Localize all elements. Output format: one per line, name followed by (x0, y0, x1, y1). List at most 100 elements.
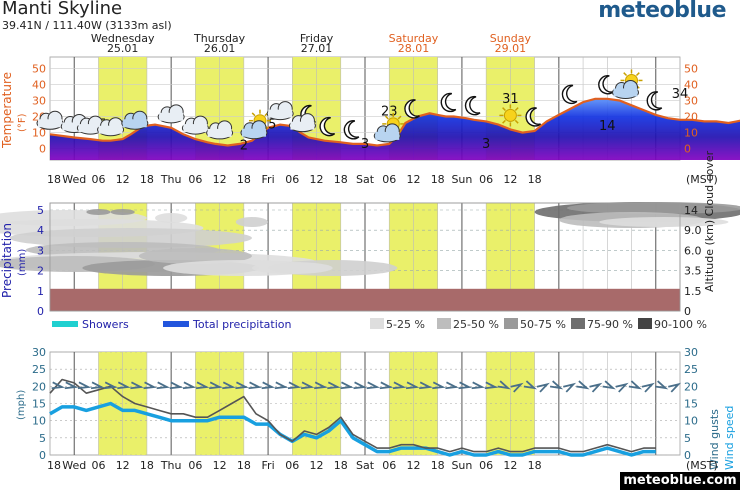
wind-direction-arrow (182, 381, 197, 390)
wind-direction-arrow (104, 381, 118, 390)
wind-direction-arrow (51, 381, 66, 390)
cloudy-moon-icon (288, 104, 316, 133)
cloud-cover-blob (235, 217, 269, 227)
wind-direction-arrow (510, 382, 524, 393)
sun-disc (503, 108, 517, 122)
day-date: 28.01 (398, 42, 430, 55)
wind-tick-left: 15 (32, 398, 46, 411)
sun-ray (384, 115, 389, 120)
temp-tick-left: 40 (32, 78, 46, 91)
cloud-legend-swatch (370, 318, 384, 329)
wind-direction-arrow (419, 381, 433, 390)
cloud-fill (613, 88, 638, 97)
wind-direction-arrow (405, 381, 420, 390)
cloud-legend-label: 50-75 % (520, 318, 566, 331)
cloud-cover-blob (9, 228, 252, 248)
wind-direction-arrow (300, 381, 315, 390)
cloud-axis-label: Altitude (km) Cloud cover (703, 150, 716, 292)
precip-legend-swatch (163, 321, 189, 327)
temp-axis-label: Temperature (0, 72, 14, 149)
temp-hour-label: 18 (47, 173, 61, 186)
moon-shape (464, 95, 481, 116)
cloud-legend-swatch (504, 318, 518, 329)
precip-tick-left: 1 (37, 285, 44, 298)
precip-band (50, 288, 680, 311)
wind-direction-arrow (77, 381, 92, 390)
cloud-tick-right: 14 (684, 204, 698, 217)
temperature-label: 14 (599, 119, 616, 134)
moon-shape (598, 75, 614, 95)
wind-unit-label: (MST) (686, 459, 718, 472)
wind-direction-arrow (379, 381, 394, 390)
wind-direction-arrow (64, 381, 79, 390)
wind-hour-label: 06 (188, 459, 202, 472)
precip-legend-swatch (52, 321, 78, 327)
temp-tick-right: 0 (684, 143, 691, 156)
cloud-fill (268, 109, 293, 118)
wind-hour-label: 18 (47, 459, 61, 472)
precip-tick-left: 2 (37, 265, 44, 278)
wind-tick-left: 5 (39, 432, 46, 445)
wind-tick-right: 10 (684, 415, 698, 428)
day-date: 26.01 (204, 42, 236, 55)
brand-logo[interactable]: meteoblue (598, 0, 726, 23)
temp-tick-right: 50 (684, 62, 698, 75)
moon-icon (343, 120, 360, 140)
temp-hour-label: 06 (479, 173, 493, 186)
cloudy-icon (157, 104, 185, 124)
wind-direction-arrow (445, 381, 459, 390)
wind-direction-arrow (340, 381, 354, 390)
wind-tick-right: 20 (684, 380, 698, 393)
wind-direction-arrow (261, 381, 276, 390)
moon-icon (561, 84, 578, 105)
wind-direction-arrow (471, 381, 486, 390)
wind-direction-arrow (432, 381, 446, 390)
temperature-label: 3 (361, 137, 369, 152)
cloud-legend-swatch (571, 318, 585, 329)
moon-shape (561, 84, 578, 105)
temp-hour-label: 12 (406, 173, 420, 186)
wind-gust-axis-label: Wind gusts (708, 409, 721, 470)
wind-direction-arrow (353, 381, 367, 390)
footer-brand[interactable]: meteoblue.com (620, 472, 740, 490)
temp-hour-label: Wed (62, 173, 86, 186)
temperature-label: 31 (502, 92, 519, 107)
temp-tick-right: 20 (684, 111, 698, 124)
wind-tick-right: 25 (684, 363, 698, 376)
cloud-legend-label: 25-50 % (453, 318, 499, 331)
wind-hour-label: 12 (310, 459, 324, 472)
sun-cloud-icon (612, 69, 643, 99)
cloudy-icon (206, 120, 234, 140)
day-name: Friday (300, 32, 334, 45)
sun-cloud-icon (373, 112, 405, 143)
temp-hour-label: 18 (334, 173, 348, 186)
precip-axis-unit: (mm) (17, 249, 28, 276)
wind-tick-right: 30 (684, 346, 698, 359)
wind-direction-arrow (117, 381, 131, 390)
wind-tick-right: 15 (684, 398, 698, 411)
precip-frame (49, 202, 681, 312)
wind-tick-right: 0 (684, 449, 691, 462)
moon-shape (319, 116, 336, 137)
wind-hour-label: 18 (528, 459, 542, 472)
wind-direction-arrow (274, 381, 289, 390)
wind-hour-label: 18 (140, 459, 154, 472)
sun-cloud-icon (240, 109, 271, 140)
wind-tick-left: 10 (32, 415, 46, 428)
wind-direction-arrow (523, 380, 538, 390)
wind-direction-arrow (366, 381, 381, 390)
wind-hour-label: 18 (334, 459, 348, 472)
temp-tick-left: 30 (32, 94, 46, 107)
sun-ray (502, 107, 506, 112)
cloud-fill (183, 124, 208, 133)
wind-direction-arrow (484, 381, 499, 390)
cloud-cover-blob (599, 217, 729, 227)
temp-hour-label: 06 (382, 173, 396, 186)
sun-ray (623, 72, 628, 77)
temp-hour-label: 18 (431, 173, 445, 186)
cloud-fill (98, 125, 123, 134)
temp-hour-label: Sun (451, 173, 472, 186)
wind-direction-arrow (327, 381, 341, 390)
moon-shape (440, 92, 457, 113)
